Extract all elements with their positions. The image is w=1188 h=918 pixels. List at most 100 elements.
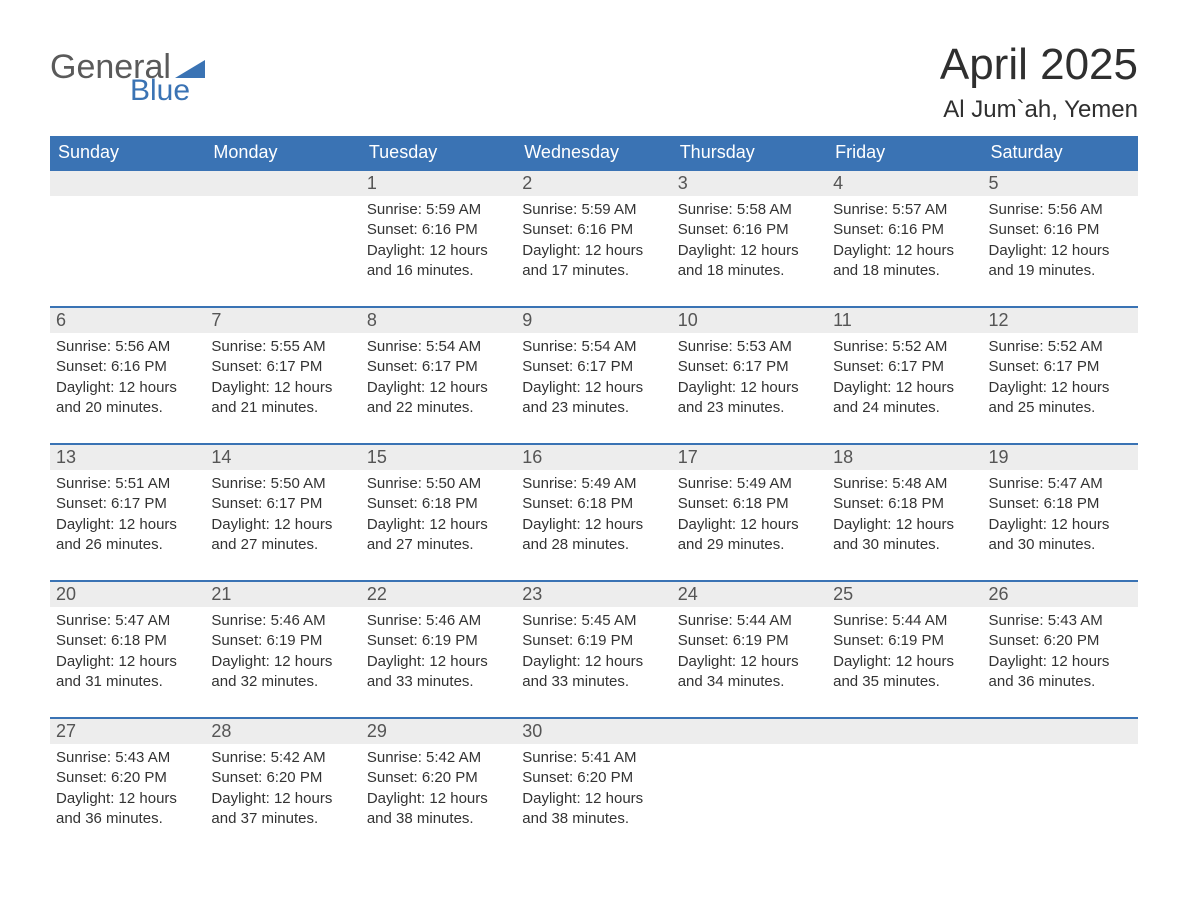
day-body: Sunrise: 5:49 AMSunset: 6:18 PMDaylight:… bbox=[672, 470, 827, 580]
day-body: Sunrise: 5:56 AMSunset: 6:16 PMDaylight:… bbox=[983, 196, 1138, 306]
day-number bbox=[205, 171, 360, 196]
col-saturday: Saturday bbox=[983, 136, 1138, 170]
sunrise-text: Sunrise: 5:49 AM bbox=[522, 474, 665, 494]
sunset-text: Sunset: 6:19 PM bbox=[833, 631, 976, 651]
day-cell: 9Sunrise: 5:54 AMSunset: 6:17 PMDaylight… bbox=[516, 307, 671, 444]
day-number: 13 bbox=[50, 445, 205, 470]
sunrise-text: Sunrise: 5:46 AM bbox=[211, 611, 354, 631]
day-number: 9 bbox=[516, 308, 671, 333]
sunrise-text: Sunrise: 5:52 AM bbox=[989, 337, 1132, 357]
day-cell: 1Sunrise: 5:59 AMSunset: 6:16 PMDaylight… bbox=[361, 170, 516, 307]
day-number: 15 bbox=[361, 445, 516, 470]
sunrise-text: Sunrise: 5:50 AM bbox=[211, 474, 354, 494]
logo: General Blue bbox=[50, 50, 205, 106]
col-thursday: Thursday bbox=[672, 136, 827, 170]
daylight-text: Daylight: 12 hours and 23 minutes. bbox=[522, 378, 665, 419]
day-number: 16 bbox=[516, 445, 671, 470]
day-number: 19 bbox=[983, 445, 1138, 470]
day-body: Sunrise: 5:46 AMSunset: 6:19 PMDaylight:… bbox=[361, 607, 516, 717]
daylight-text: Daylight: 12 hours and 23 minutes. bbox=[678, 378, 821, 419]
day-number bbox=[50, 171, 205, 196]
day-number: 14 bbox=[205, 445, 360, 470]
day-body: Sunrise: 5:54 AMSunset: 6:17 PMDaylight:… bbox=[361, 333, 516, 443]
day-body: Sunrise: 5:51 AMSunset: 6:17 PMDaylight:… bbox=[50, 470, 205, 580]
sunrise-text: Sunrise: 5:52 AM bbox=[833, 337, 976, 357]
day-body: Sunrise: 5:47 AMSunset: 6:18 PMDaylight:… bbox=[983, 470, 1138, 580]
daylight-text: Daylight: 12 hours and 36 minutes. bbox=[989, 652, 1132, 693]
daylight-text: Daylight: 12 hours and 20 minutes. bbox=[56, 378, 199, 419]
week-row: 13Sunrise: 5:51 AMSunset: 6:17 PMDayligh… bbox=[50, 444, 1138, 581]
day-number: 6 bbox=[50, 308, 205, 333]
sunset-text: Sunset: 6:17 PM bbox=[833, 357, 976, 377]
day-cell bbox=[827, 718, 982, 854]
sunrise-text: Sunrise: 5:58 AM bbox=[678, 200, 821, 220]
daylight-text: Daylight: 12 hours and 30 minutes. bbox=[833, 515, 976, 556]
sunset-text: Sunset: 6:18 PM bbox=[367, 494, 510, 514]
sunset-text: Sunset: 6:17 PM bbox=[367, 357, 510, 377]
daylight-text: Daylight: 12 hours and 16 minutes. bbox=[367, 241, 510, 282]
day-body: Sunrise: 5:50 AMSunset: 6:18 PMDaylight:… bbox=[361, 470, 516, 580]
day-body: Sunrise: 5:52 AMSunset: 6:17 PMDaylight:… bbox=[827, 333, 982, 443]
day-number: 7 bbox=[205, 308, 360, 333]
day-body: Sunrise: 5:59 AMSunset: 6:16 PMDaylight:… bbox=[516, 196, 671, 306]
day-number: 29 bbox=[361, 719, 516, 744]
col-tuesday: Tuesday bbox=[361, 136, 516, 170]
sunrise-text: Sunrise: 5:47 AM bbox=[989, 474, 1132, 494]
sunrise-text: Sunrise: 5:48 AM bbox=[833, 474, 976, 494]
day-body: Sunrise: 5:45 AMSunset: 6:19 PMDaylight:… bbox=[516, 607, 671, 717]
day-cell bbox=[205, 170, 360, 307]
daylight-text: Daylight: 12 hours and 32 minutes. bbox=[211, 652, 354, 693]
day-body bbox=[672, 744, 827, 854]
day-cell: 18Sunrise: 5:48 AMSunset: 6:18 PMDayligh… bbox=[827, 444, 982, 581]
day-cell: 22Sunrise: 5:46 AMSunset: 6:19 PMDayligh… bbox=[361, 581, 516, 718]
day-body bbox=[827, 744, 982, 854]
day-cell: 28Sunrise: 5:42 AMSunset: 6:20 PMDayligh… bbox=[205, 718, 360, 854]
day-cell: 10Sunrise: 5:53 AMSunset: 6:17 PMDayligh… bbox=[672, 307, 827, 444]
day-cell: 17Sunrise: 5:49 AMSunset: 6:18 PMDayligh… bbox=[672, 444, 827, 581]
day-cell: 15Sunrise: 5:50 AMSunset: 6:18 PMDayligh… bbox=[361, 444, 516, 581]
day-body: Sunrise: 5:49 AMSunset: 6:18 PMDaylight:… bbox=[516, 470, 671, 580]
day-number: 17 bbox=[672, 445, 827, 470]
sunset-text: Sunset: 6:18 PM bbox=[56, 631, 199, 651]
title-block: April 2025 Al Jum`ah, Yemen bbox=[940, 40, 1138, 124]
sunset-text: Sunset: 6:17 PM bbox=[56, 494, 199, 514]
daylight-text: Daylight: 12 hours and 18 minutes. bbox=[833, 241, 976, 282]
week-row: 20Sunrise: 5:47 AMSunset: 6:18 PMDayligh… bbox=[50, 581, 1138, 718]
daylight-text: Daylight: 12 hours and 26 minutes. bbox=[56, 515, 199, 556]
sunset-text: Sunset: 6:16 PM bbox=[522, 220, 665, 240]
sunset-text: Sunset: 6:17 PM bbox=[211, 494, 354, 514]
day-cell: 4 Sunrise: 5:57 AMSunset: 6:16 PMDaylight… bbox=[827, 170, 982, 307]
day-number: 3 bbox=[672, 171, 827, 196]
sunrise-text: Sunrise: 5:57 AM bbox=[833, 200, 976, 220]
day-number: 10 bbox=[672, 308, 827, 333]
daylight-text: Daylight: 12 hours and 34 minutes. bbox=[678, 652, 821, 693]
sunset-text: Sunset: 6:18 PM bbox=[833, 494, 976, 514]
day-number: 27 bbox=[50, 719, 205, 744]
sunset-text: Sunset: 6:19 PM bbox=[211, 631, 354, 651]
day-number: 4 bbox=[827, 171, 982, 196]
sunset-text: Sunset: 6:20 PM bbox=[989, 631, 1132, 651]
daylight-text: Daylight: 12 hours and 21 minutes. bbox=[211, 378, 354, 419]
sunset-text: Sunset: 6:20 PM bbox=[56, 768, 199, 788]
sunrise-text: Sunrise: 5:49 AM bbox=[678, 474, 821, 494]
day-body: Sunrise: 5:46 AMSunset: 6:19 PMDaylight:… bbox=[205, 607, 360, 717]
sunset-text: Sunset: 6:20 PM bbox=[211, 768, 354, 788]
col-wednesday: Wednesday bbox=[516, 136, 671, 170]
day-cell: 13Sunrise: 5:51 AMSunset: 6:17 PMDayligh… bbox=[50, 444, 205, 581]
day-body: Sunrise: 5:55 AMSunset: 6:17 PMDaylight:… bbox=[205, 333, 360, 443]
sunset-text: Sunset: 6:16 PM bbox=[367, 220, 510, 240]
sunset-text: Sunset: 6:19 PM bbox=[522, 631, 665, 651]
day-number: 1 bbox=[361, 171, 516, 196]
day-cell: 3Sunrise: 5:58 AMSunset: 6:16 PMDaylight… bbox=[672, 170, 827, 307]
day-body: Sunrise: 5:56 AMSunset: 6:16 PMDaylight:… bbox=[50, 333, 205, 443]
day-body: Sunrise: 5:41 AMSunset: 6:20 PMDaylight:… bbox=[516, 744, 671, 854]
sunset-text: Sunset: 6:16 PM bbox=[678, 220, 821, 240]
day-body: Sunrise: 5:44 AMSunset: 6:19 PMDaylight:… bbox=[827, 607, 982, 717]
sunset-text: Sunset: 6:16 PM bbox=[989, 220, 1132, 240]
page-title: April 2025 bbox=[940, 40, 1138, 90]
day-body bbox=[50, 196, 205, 306]
sunset-text: Sunset: 6:16 PM bbox=[833, 220, 976, 240]
logo-word2: Blue bbox=[130, 76, 190, 106]
sunrise-text: Sunrise: 5:50 AM bbox=[367, 474, 510, 494]
sunrise-text: Sunrise: 5:59 AM bbox=[522, 200, 665, 220]
